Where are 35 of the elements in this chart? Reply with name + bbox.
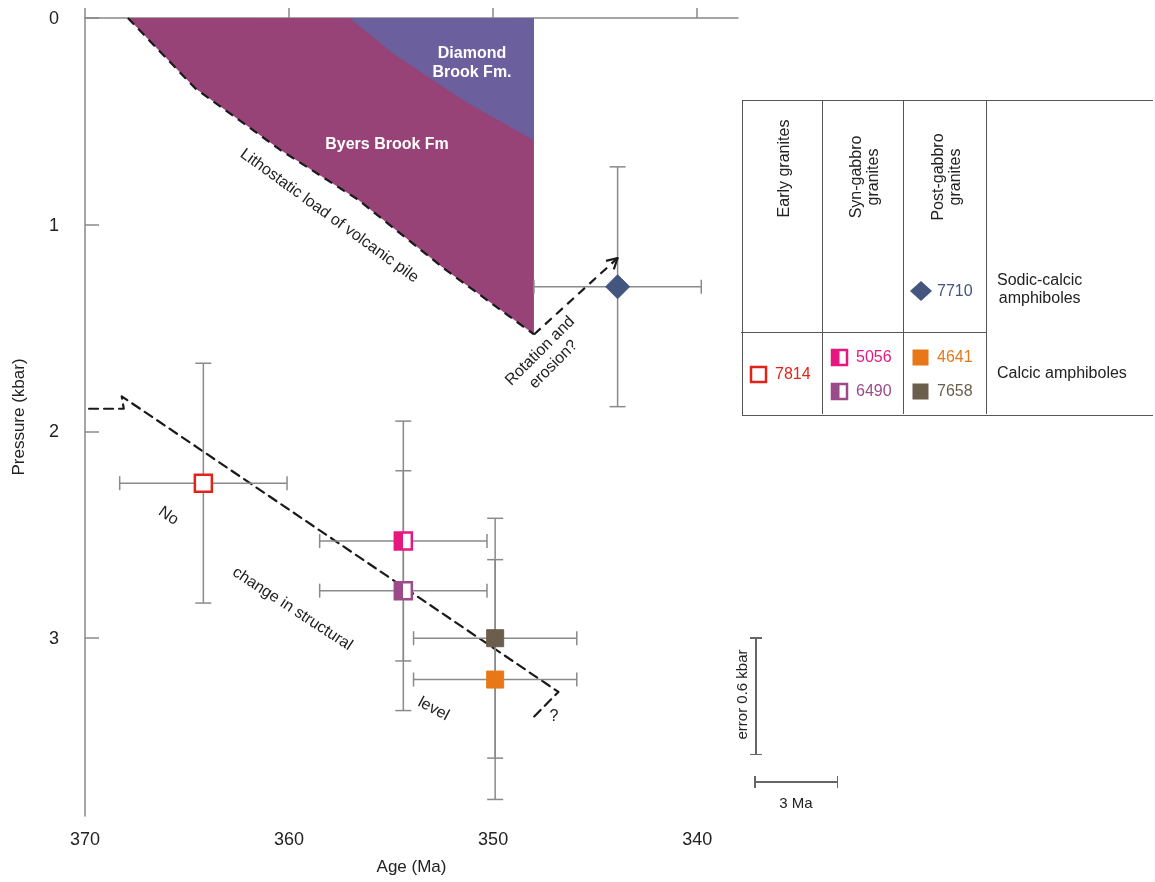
point <box>393 531 414 551</box>
point <box>486 670 505 689</box>
x-tick-label: 340 <box>682 829 713 849</box>
text: Sodic-calcic amphiboles <box>997 271 1083 306</box>
legend-label: 7658 <box>937 381 973 400</box>
line-series <box>87 395 560 720</box>
y-tick-label: 2 <box>48 421 59 442</box>
text: Syn-gabbro granites <box>846 135 881 219</box>
text: Calcic amphiboles <box>997 363 1127 381</box>
point <box>486 629 505 648</box>
annotation: ? <box>549 706 559 724</box>
y-tick-label: 1 <box>48 214 59 235</box>
x-tick-label: 350 <box>478 829 509 849</box>
y-axis-title: Pressure (kbar) <box>9 358 28 476</box>
x-tick-label: 370 <box>69 829 101 849</box>
legend-label: 7814 <box>775 364 811 383</box>
y-tick-label: 3 <box>48 628 59 649</box>
annotation: Byers Brook Fm <box>325 134 449 152</box>
legend-label: 5056 <box>856 347 892 366</box>
legend-label: 6490 <box>856 381 892 400</box>
point <box>393 580 414 601</box>
annotation: No <box>155 502 183 528</box>
legend-label: 7710 <box>937 282 973 300</box>
point <box>193 473 214 493</box>
annotation: Diamond Brook Fm. <box>432 44 512 80</box>
point <box>605 274 631 300</box>
annotation: error 0.6 kbar <box>732 648 750 742</box>
y-tick-label: 0 <box>48 8 59 28</box>
text: Post-gabbro granites <box>928 133 963 221</box>
x-tick-label: 360 <box>274 829 305 849</box>
x-axis-title: Age (Ma) <box>376 857 447 876</box>
text: Early granites <box>774 119 791 218</box>
text: 3 Ma <box>778 794 814 811</box>
annotation: level <box>415 692 453 724</box>
legend-label: 4641 <box>937 347 973 366</box>
